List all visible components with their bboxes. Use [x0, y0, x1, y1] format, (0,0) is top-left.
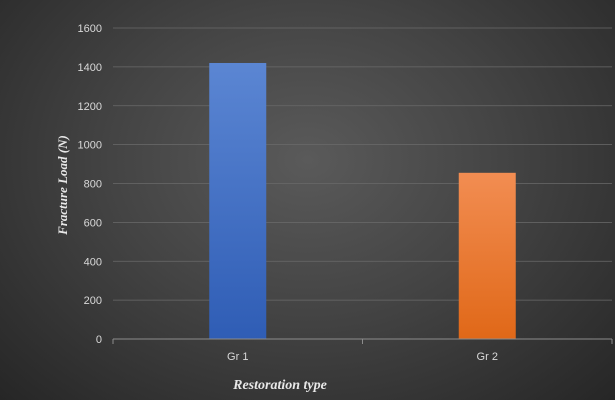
y-tick-label: 1200 — [78, 101, 102, 113]
y-tick-label: 1600 — [78, 23, 102, 35]
y-axis-title: Fracture Load (N) — [55, 135, 70, 236]
gridlines — [113, 27, 612, 301]
x-axis-title: Restoration type — [232, 378, 327, 393]
y-tick-label: 0 — [96, 334, 102, 346]
bar-gr-1 — [209, 62, 267, 340]
y-tick-label: 800 — [84, 179, 102, 191]
bars — [209, 62, 516, 340]
y-tick-label: 600 — [84, 217, 102, 229]
y-tick-label: 1000 — [78, 140, 102, 152]
axes: 0 200 400 600 800 1000 1200 1400 1600 Gr 1 Gr 2 — [78, 23, 613, 363]
y-tick-label: 1400 — [78, 62, 102, 74]
y-tick-label: 200 — [84, 295, 102, 307]
y-tick-label: 400 — [84, 256, 102, 268]
bar-gr-2 — [458, 172, 516, 339]
x-tick-label: Gr 2 — [477, 351, 498, 363]
x-tick-label: Gr 1 — [227, 351, 248, 363]
